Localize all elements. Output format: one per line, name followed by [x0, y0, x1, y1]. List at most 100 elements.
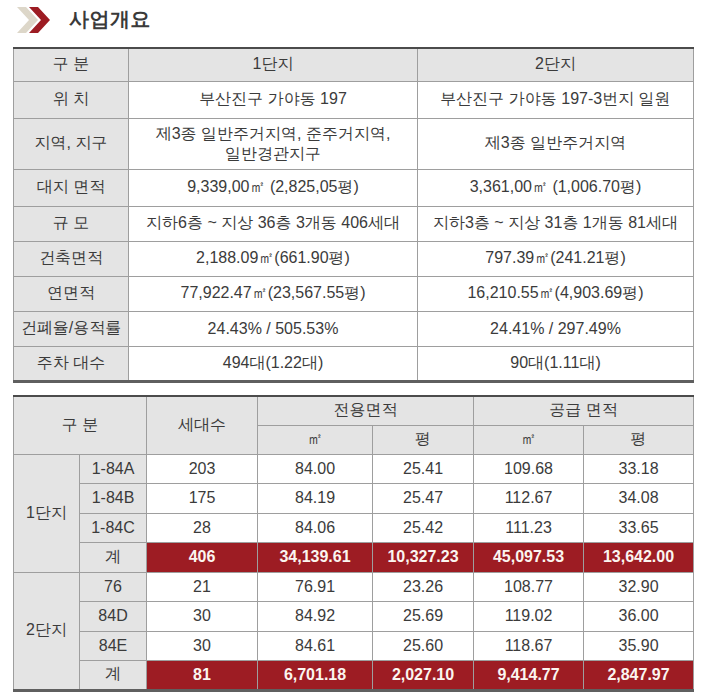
overview-table: 구 분 1단지 2단지 위 치 부산진구 가야동 197 부산진구 가야동 19…: [13, 47, 694, 383]
cell-value: 76.91: [258, 572, 373, 601]
cell-value: 21: [147, 572, 258, 601]
overview-row-ratio: 건폐율/용적률 24.43% / 505.53% 24.41% / 297.49…: [14, 311, 694, 346]
cell-value: 112.67: [474, 483, 584, 513]
unit-row: 2단지 76 21 76.91 23.26 108.77 32.90: [14, 572, 694, 601]
unit-total-row: 계 406 34,139.61 10,327.23 45,097.53 13,6…: [14, 542, 694, 572]
total-value: 81: [147, 660, 258, 690]
overview-row-floor-area: 연면적 77,922.47㎡(23,567.55평) 16,210.55㎡(4,…: [14, 276, 694, 311]
total-value: 406: [147, 542, 258, 572]
cell-value: 지하6층 ~ 지상 36층 3개동 406세대: [129, 206, 418, 241]
unit-type: 76: [80, 572, 147, 601]
cell-value: 797.39㎡(241.21평): [418, 241, 694, 276]
row-label: 지역, 지구: [14, 118, 129, 169]
unit-total-row: 계 81 6,701.18 2,027.10 9,414.77 2,847.97: [14, 660, 694, 690]
unit-row: 84D 30 84.92 25.69 119.02 36.00: [14, 601, 694, 631]
row-label: 규 모: [14, 206, 129, 241]
total-value: 45,097.53: [474, 542, 584, 572]
overview-header-row: 구 분 1단지 2단지: [14, 48, 694, 81]
cell-value: 90대(1.11대): [418, 346, 694, 381]
cell-value: 119.02: [474, 601, 584, 631]
cell-value: 제3종 일반주거지역: [418, 118, 694, 169]
row-label: 건폐율/용적률: [14, 311, 129, 346]
cell-value: 494대(1.22대): [129, 346, 418, 381]
overview-header-label: 구 분: [14, 48, 129, 81]
cell-value: 36.00: [584, 601, 694, 631]
overview-row-site-area: 대지 면적 9,339,00㎡ (2,825,05평) 3,361,00㎡ (1…: [14, 169, 694, 206]
overview-row-location: 위 치 부산진구 가야동 197 부산진구 가야동 197-3번지 일원: [14, 81, 694, 118]
row-label: 위 치: [14, 81, 129, 118]
overview-row-zone: 지역, 지구 제3종 일반주거지역, 준주거지역, 일반경관지구 제3종 일반주…: [14, 118, 694, 169]
cell-value: 175: [147, 483, 258, 513]
cell-value: 108.77: [474, 572, 584, 601]
unit-header-supply: 공급 면적: [474, 396, 694, 425]
cell-value: 25.47: [373, 483, 474, 513]
cell-value: 28: [147, 513, 258, 542]
cell-value: 25.60: [373, 631, 474, 660]
cell-value: 24.43% / 505.53%: [129, 311, 418, 346]
cell-value: 33.18: [584, 454, 694, 483]
unit-type: 84E: [80, 631, 147, 660]
group-label: 2단지: [14, 572, 80, 690]
cell-value: 25.41: [373, 454, 474, 483]
cell-value: 84.61: [258, 631, 373, 660]
cell-value: 2,188.09㎡(661.90평): [129, 241, 418, 276]
unit-header-sqm: ㎡: [474, 425, 584, 454]
unit-row: 84E 30 84.61 25.60 118.67 35.90: [14, 631, 694, 660]
overview-header-complex1: 1단지: [129, 48, 418, 81]
unit-header-pyeong: 평: [584, 425, 694, 454]
cell-value: 118.67: [474, 631, 584, 660]
total-label: 계: [80, 542, 147, 572]
unit-type: 84D: [80, 601, 147, 631]
cell-value: 3,361,00㎡ (1,006.70평): [418, 169, 694, 206]
row-label: 건축면적: [14, 241, 129, 276]
cell-value: 제3종 일반주거지역, 준주거지역, 일반경관지구: [129, 118, 418, 169]
cell-value: 84.00: [258, 454, 373, 483]
cell-value: 77,922.47㎡(23,567.55평): [129, 276, 418, 311]
cell-value: 25.42: [373, 513, 474, 542]
cell-value: 32.90: [584, 572, 694, 601]
cell-value: 35.90: [584, 631, 694, 660]
cell-value: 부산진구 가야동 197-3번지 일원: [418, 81, 694, 118]
total-value: 13,642.00: [584, 542, 694, 572]
cell-value: 16,210.55㎡(4,903.69평): [418, 276, 694, 311]
cell-value: 203: [147, 454, 258, 483]
overview-row-building-area: 건축면적 2,188.09㎡(661.90평) 797.39㎡(241.21평): [14, 241, 694, 276]
total-value: 10,327.23: [373, 542, 474, 572]
overview-header-complex2: 2단지: [418, 48, 694, 81]
cell-value: 109.68: [474, 454, 584, 483]
cell-value: 지하3층 ~ 지상 31층 1개동 81세대: [418, 206, 694, 241]
unit-header-exclusive: 전용면적: [258, 396, 474, 425]
row-label: 대지 면적: [14, 169, 129, 206]
total-value: 34,139.61: [258, 542, 373, 572]
unit-row: 1-84B 175 84.19 25.47 112.67 34.08: [14, 483, 694, 513]
total-label: 계: [80, 660, 147, 690]
total-value: 2,847.97: [584, 660, 694, 690]
cell-value: 33.65: [584, 513, 694, 542]
cell-value: 34.08: [584, 483, 694, 513]
unit-header-group: 구 분: [14, 396, 147, 454]
unit-header-households: 세대수: [147, 396, 258, 454]
cell-value: 84.19: [258, 483, 373, 513]
row-label: 주차 대수: [14, 346, 129, 381]
row-label: 연면적: [14, 276, 129, 311]
unit-type: 1-84A: [80, 454, 147, 483]
unit-row: 1단지 1-84A 203 84.00 25.41 109.68 33.18: [14, 454, 694, 483]
total-value: 9,414.77: [474, 660, 584, 690]
section-header: 사업개요: [17, 6, 151, 33]
cell-value: 30: [147, 601, 258, 631]
double-chevron-icon: [17, 7, 55, 33]
cell-value: 24.41% / 297.49%: [418, 311, 694, 346]
total-value: 6,701.18: [258, 660, 373, 690]
overview-row-parking: 주차 대수 494대(1.22대) 90대(1.11대): [14, 346, 694, 381]
group-label: 1단지: [14, 454, 80, 572]
unit-type: 1-84C: [80, 513, 147, 542]
cell-value: 부산진구 가야동 197: [129, 81, 418, 118]
cell-value: 84.92: [258, 601, 373, 631]
unit-type: 1-84B: [80, 483, 147, 513]
unit-header-row1: 구 분 세대수 전용면적 공급 면적: [14, 396, 694, 425]
unit-row: 1-84C 28 84.06 25.42 111.23 33.65: [14, 513, 694, 542]
overview-row-scale: 규 모 지하6층 ~ 지상 36층 3개동 406세대 지하3층 ~ 지상 31…: [14, 206, 694, 241]
unit-header-pyeong: 평: [373, 425, 474, 454]
cell-value: 25.69: [373, 601, 474, 631]
cell-value: 9,339,00㎡ (2,825,05평): [129, 169, 418, 206]
